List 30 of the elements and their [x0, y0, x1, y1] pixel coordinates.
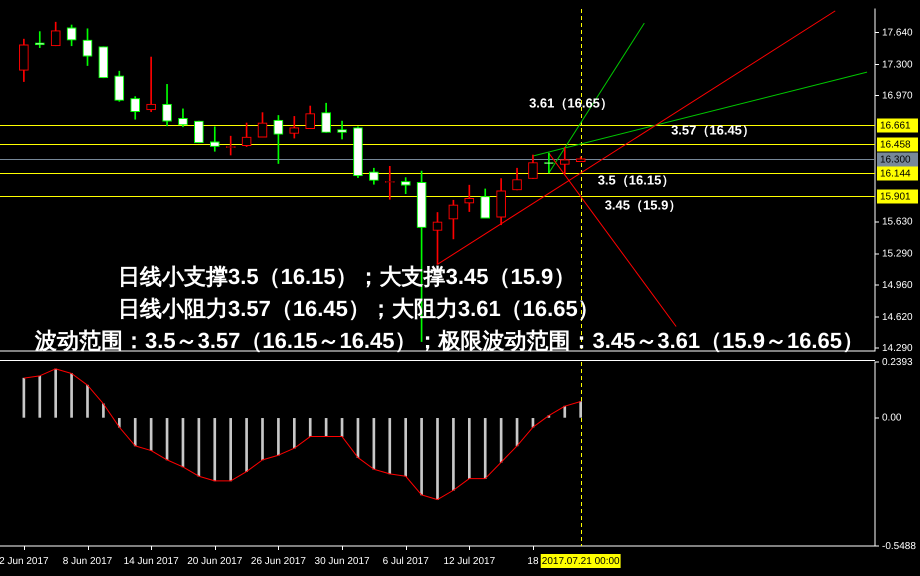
x-tick-label: 14 Jun 2017 — [124, 556, 180, 567]
ref-line-label: 15.901 — [880, 191, 912, 202]
x-tick-label: 30 Jun 2017 — [314, 556, 370, 567]
annotation: 波动范围：3.5～3.57（16.15～16.45）；极限波动范围：3.45～3.61（15.9～16.65） — [34, 328, 864, 354]
annotation: 3.5（16.15） — [598, 172, 674, 188]
x-tick-label: 20 Jun 2017 — [187, 556, 243, 567]
x-tick-label: 2017.07.21 00:00 — [542, 556, 620, 567]
annotation: 3.57（16.45） — [671, 122, 755, 138]
x-tick-label: 12 Jul 2017 — [443, 556, 496, 567]
y-tick-label: 15.290 — [882, 248, 914, 260]
annotation: 3.45（15.9） — [604, 198, 682, 213]
x-tick-label: 8 Jun 2017 — [62, 556, 113, 567]
y-tick-label: -0.5488 — [882, 540, 916, 552]
ref-line-label: 16.300 — [880, 154, 912, 166]
y-tick-label: 15.630 — [882, 216, 914, 228]
y-tick-label: 0.2393 — [882, 356, 914, 368]
x-tick-label: 18 — [527, 556, 539, 567]
y-tick-label: 17.640 — [882, 27, 914, 38]
ref-line-label: 16.458 — [880, 139, 912, 150]
y-tick-label: 17.300 — [882, 59, 914, 70]
x-tick-label: 6 Jul 2017 — [382, 556, 430, 567]
y-tick-label: 14.620 — [882, 312, 914, 323]
y-tick-label: 0.00 — [882, 412, 902, 424]
ref-line-label: 16.661 — [880, 120, 912, 132]
ref-line-label: 16.144 — [880, 168, 912, 180]
x-tick-label: 26 Jun 2017 — [250, 556, 306, 567]
y-tick-label: 14.290 — [882, 342, 914, 354]
y-tick-label: 14.960 — [882, 280, 914, 291]
x-tick-label: 2 Jun 2017 — [0, 556, 50, 567]
y-tick-label: 16.970 — [882, 90, 914, 102]
